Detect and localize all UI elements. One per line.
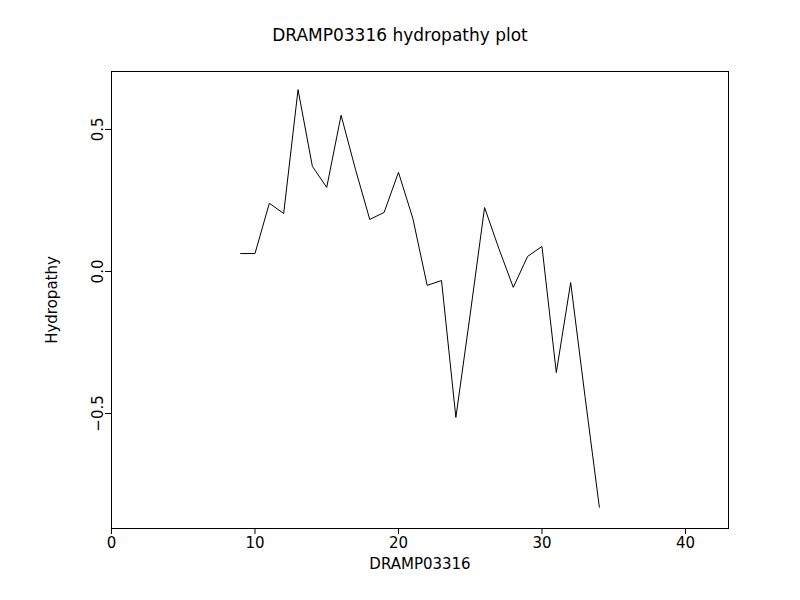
svg-text:−0.5: −0.5 [89, 395, 107, 431]
svg-text:40: 40 [676, 534, 695, 552]
svg-text:20: 20 [389, 534, 408, 552]
svg-text:0.5: 0.5 [89, 118, 107, 142]
svg-text:Hydropathy: Hydropathy [43, 256, 61, 344]
svg-text:30: 30 [532, 534, 551, 552]
svg-text:10: 10 [245, 534, 264, 552]
html-text:DRAMP03316 hydropathy plot: DRAMP03316 hydropathy plot [272, 25, 528, 45]
svg-text:DRAMP03316: DRAMP03316 [369, 555, 470, 573]
svg-text:0.0: 0.0 [89, 260, 107, 284]
svg-text:0: 0 [107, 534, 117, 552]
